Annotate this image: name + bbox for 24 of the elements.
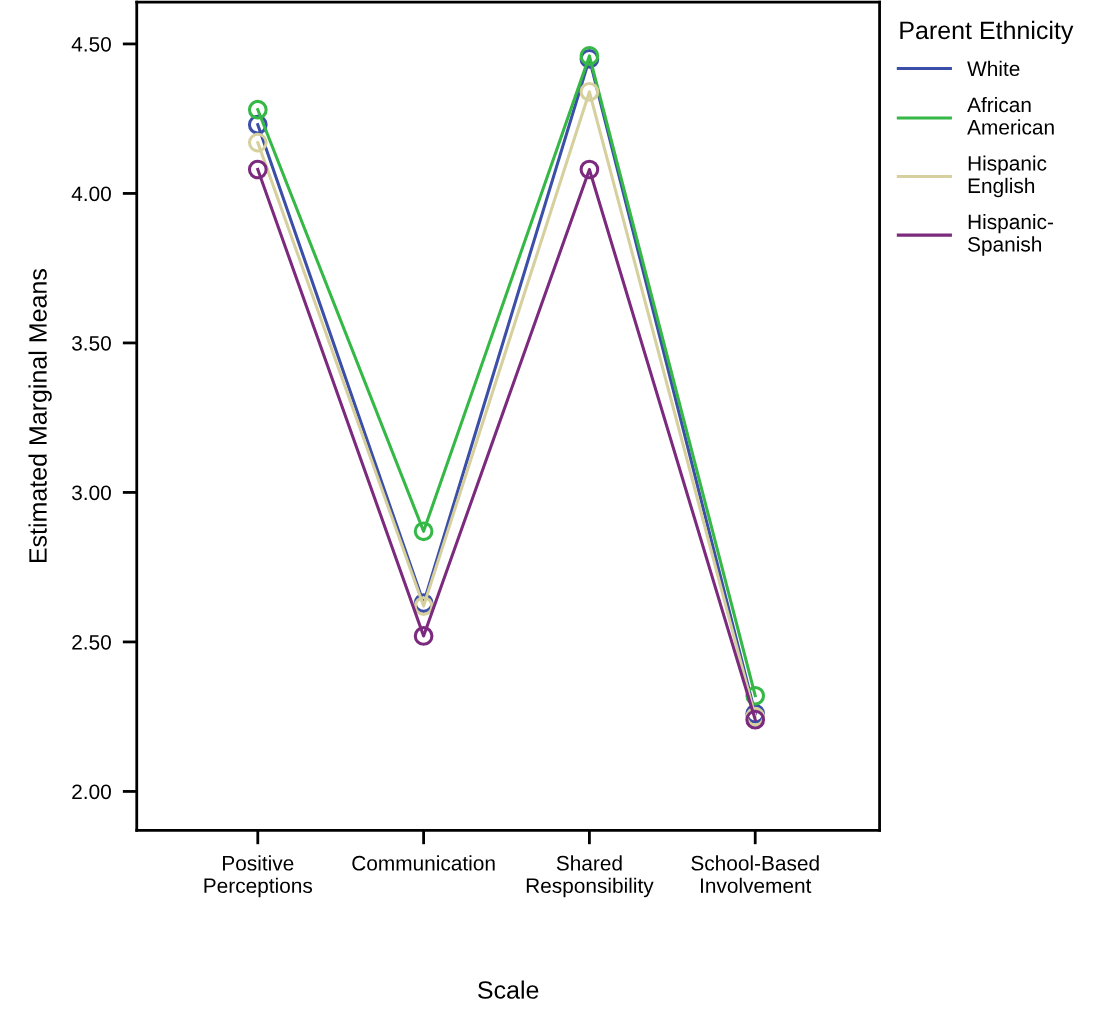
point (413, 626, 434, 646)
y-tick-label: 2.50 (72, 634, 111, 650)
point (247, 132, 268, 153)
y-tick-label: 3.50 (72, 335, 111, 351)
point (413, 521, 434, 542)
point (247, 99, 268, 120)
legend-label: African American (967, 96, 1054, 135)
x-tick-label: Communication (352, 855, 495, 871)
x-tick-label: School-Based Involvement (691, 855, 819, 894)
y-tick-label: 3.00 (72, 485, 111, 501)
point (579, 81, 600, 102)
point (579, 159, 600, 180)
y-axis-title: Estimated Marginal Means (28, 269, 52, 563)
point (247, 159, 268, 180)
y-tick-label: 2.00 (72, 784, 111, 800)
x-tick-label: Shared Responsibility (526, 855, 654, 898)
legend-label: Hispanic- Spanish (968, 213, 1053, 256)
y-tick-label: 4.50 (71, 36, 111, 52)
x-tick-label: Positive Perceptions (204, 855, 313, 898)
legend-label: Hispanic English (968, 155, 1047, 198)
legend-label: White (967, 60, 1020, 77)
legend-title: Parent Ethnicity (900, 20, 1074, 45)
y-tick-label: 4.00 (71, 186, 111, 202)
x-axis-title: Scale (478, 980, 539, 999)
